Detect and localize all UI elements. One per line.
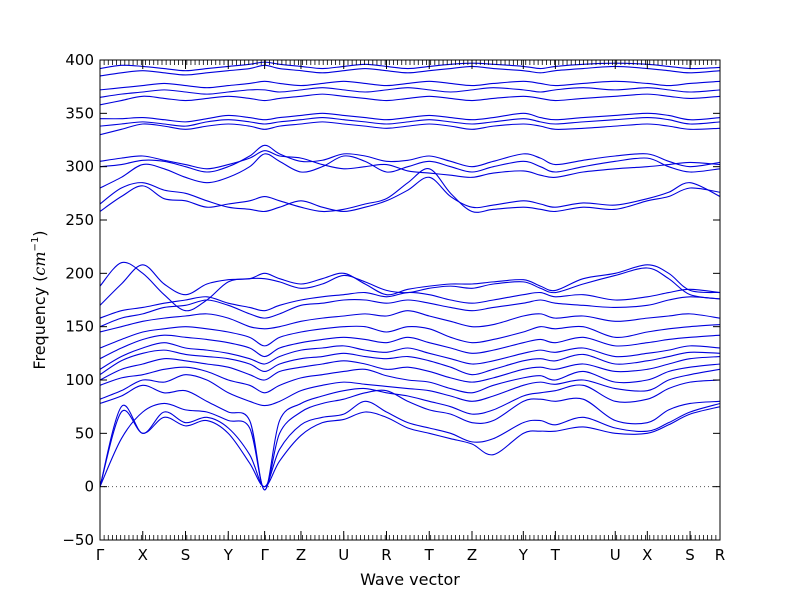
y-axis-title: Frequency (cm−1)	[30, 230, 49, 369]
x-tick-label: T	[550, 546, 561, 564]
y-tick-label: 400	[65, 51, 94, 69]
band-line-15	[100, 264, 720, 306]
band-line-14	[100, 288, 720, 319]
band-line-8	[100, 349, 720, 376]
y-tick-label: 100	[65, 371, 94, 389]
minor-ticks-layer	[99, 60, 721, 540]
band-line-16	[100, 261, 720, 312]
bands-layer	[100, 61, 720, 491]
band-line-12	[100, 310, 720, 333]
band-line-11	[100, 323, 720, 349]
y-axis-title-close: )	[30, 230, 49, 236]
y-tick-label: 250	[65, 211, 94, 229]
y-axis-title-text: Frequency (	[30, 276, 49, 370]
y-axis-ticks: −50 0 50 100 150 200 250 300 350 400	[62, 51, 720, 549]
x-tick-label: Γ	[260, 546, 269, 564]
x-tick-label: U	[610, 546, 621, 564]
y-axis-title-exponent: −1	[30, 237, 41, 252]
x-tick-label: R	[381, 546, 391, 564]
x-tick-label: S	[685, 546, 695, 564]
x-axis-title: Wave vector	[360, 570, 460, 589]
y-tick-label: −50	[62, 531, 94, 549]
band-line-18	[100, 176, 720, 213]
x-tick-label: Γ	[96, 546, 105, 564]
plot-frame	[99, 59, 721, 541]
y-tick-label: 150	[65, 318, 94, 336]
x-tick-label: X	[642, 546, 652, 564]
x-tick-label: X	[138, 546, 148, 564]
band-line-24	[100, 112, 720, 123]
band-line-2	[100, 400, 720, 488]
band-line-19	[100, 153, 720, 189]
band-line-20	[100, 144, 720, 173]
band-line-3	[100, 389, 720, 491]
y-axis-title-unit: cm	[30, 251, 49, 275]
x-tick-label: S	[181, 546, 191, 564]
band-line-25	[100, 93, 720, 106]
x-tick-label: R	[715, 546, 725, 564]
x-tick-label: Y	[223, 546, 234, 564]
band-line-4	[100, 379, 720, 491]
band-line-22	[100, 121, 720, 136]
y-tick-label: 350	[65, 104, 94, 122]
band-line-17	[100, 168, 720, 213]
band-line-6	[100, 363, 720, 394]
band-line-7	[100, 355, 720, 383]
band-line-21	[100, 150, 720, 178]
band-line-28	[100, 64, 720, 77]
y-tick-label: 0	[84, 478, 94, 496]
y-tick-label: 200	[65, 264, 94, 282]
x-tick-label: U	[338, 546, 349, 564]
band-line-26	[100, 87, 720, 98]
y-tick-label: 50	[75, 424, 94, 442]
band-line-5	[100, 368, 720, 407]
x-tick-label: T	[424, 546, 435, 564]
y-tick-label: 300	[65, 158, 94, 176]
band-line-1	[100, 406, 720, 488]
x-tick-label: Y	[518, 546, 529, 564]
band-line-23	[100, 117, 720, 127]
x-tick-label: Z	[296, 546, 306, 564]
x-tick-label: Z	[467, 546, 477, 564]
band-line-9	[100, 342, 720, 370]
band-line-10	[100, 334, 720, 360]
band-line-13	[100, 296, 720, 328]
band-line-27	[100, 80, 720, 91]
